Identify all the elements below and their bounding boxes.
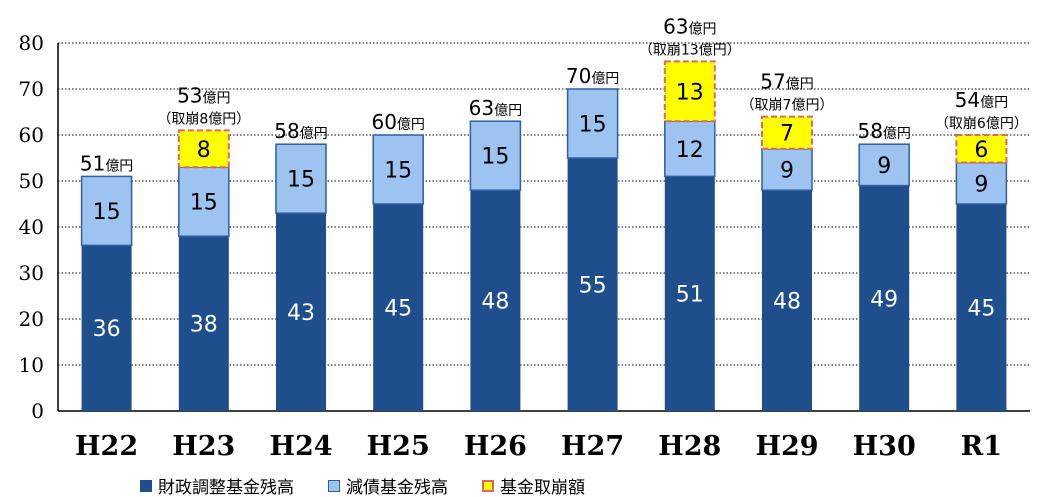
bar-value-label: 45 [967, 297, 995, 322]
bar-total-label: 60億円 [371, 110, 424, 134]
bar-value-label: 48 [773, 290, 801, 315]
bar-value-label: 43 [287, 301, 315, 326]
bar-value-label: 15 [93, 200, 121, 225]
x-category-label: H27 [561, 431, 624, 462]
bar-value-label: 13 [676, 80, 704, 105]
y-tick-label: 0 [31, 399, 44, 423]
bar-segment-withdrawal [761, 115, 813, 150]
bar-segment-fiscal-adjustment [178, 236, 229, 411]
bar-total-label: 53億円 [177, 83, 230, 107]
legend-label: 基金取崩額 [500, 478, 585, 497]
bar-segment-fiscal-adjustment [567, 158, 618, 411]
bar-segment-debt-reduction [178, 166, 230, 237]
legend-item-fiscal-adjustment: 財政調整基金残高 [140, 473, 294, 497]
bar-value-label: 49 [870, 287, 898, 312]
bar-value-label: 6 [974, 138, 988, 163]
bar-total-label: 57億円 [760, 70, 813, 94]
y-tick-label: 70 [19, 77, 44, 101]
x-category-label: H22 [75, 431, 138, 462]
x-category-label: H24 [269, 431, 332, 462]
bar-segment-fiscal-adjustment [373, 204, 424, 411]
bar-value-label: 48 [481, 290, 509, 315]
bar-value-label: 15 [481, 145, 509, 170]
bar-withdrawal-note: （取崩8億円） [157, 111, 250, 127]
bar-segment-fiscal-adjustment [859, 185, 910, 411]
y-tick-label: 30 [19, 261, 44, 285]
bar-segment-debt-reduction [858, 143, 910, 187]
bar-segment-debt-reduction [80, 175, 133, 247]
bar-withdrawal-note: （取崩6億円） [935, 116, 1028, 132]
y-tick-label: 40 [19, 215, 44, 239]
y-tick-label: 20 [19, 307, 44, 331]
bar-value-label: 55 [579, 274, 607, 299]
bar-value-label: 9 [974, 172, 988, 197]
bar-value-label: 7 [780, 122, 794, 147]
bar-segment-debt-reduction [275, 143, 327, 214]
bar-value-label: 9 [877, 154, 891, 179]
bar-value-label: 15 [190, 191, 218, 216]
bar-segment-debt-reduction [664, 120, 716, 178]
bar-total-label: 58億円 [274, 119, 327, 143]
x-category-label: H28 [658, 431, 721, 462]
x-category-label: H29 [755, 431, 818, 462]
bar-segment-debt-reduction [566, 88, 619, 159]
legend-item-debt-reduction: 減債基金残高 [328, 473, 448, 497]
x-category-label: H25 [367, 431, 430, 462]
legend-label: 財政調整基金残高 [158, 478, 294, 497]
legend-swatch-light [328, 479, 340, 492]
bar-segment-fiscal-adjustment [664, 176, 715, 411]
stacked-bar-chart: 0 10 20 30 40 50 60 70 80 36 15 51億円 H22 38 15 8 53億円 （取崩… [19, 14, 1030, 462]
bar-value-label: 51 [676, 283, 704, 308]
bar-segment-withdrawal [663, 60, 716, 123]
bar-value-label: 9 [780, 159, 794, 184]
bar-segment-debt-reduction [372, 134, 424, 205]
y-tick-label: 50 [19, 169, 44, 193]
bar-total-label: 63億円 [663, 14, 716, 38]
bar-segment-fiscal-adjustment [470, 190, 521, 411]
bar-value-label: 15 [384, 159, 412, 184]
x-category-label: H30 [853, 431, 916, 462]
bar-value-label: 36 [93, 317, 121, 342]
bar-value-label: 45 [384, 297, 412, 322]
bar-withdrawal-note: （取崩7億円） [741, 98, 834, 114]
y-tick-label: 10 [19, 353, 44, 377]
bar-segment-debt-reduction [469, 120, 522, 191]
bar-segment-withdrawal [177, 129, 230, 169]
legend-item-withdrawal: 基金取崩額 [482, 473, 585, 497]
x-category-label: H23 [172, 431, 235, 462]
y-tick-label: 60 [19, 123, 44, 147]
bar-total-label: 70億円 [566, 64, 619, 88]
bar-segment-withdrawal [955, 134, 1008, 164]
bar-segment-fiscal-adjustment [276, 213, 326, 411]
bar-segment-fiscal-adjustment [762, 190, 812, 411]
bar-total-label: 51億円 [80, 151, 133, 175]
bar-segment-fiscal-adjustment [81, 245, 132, 411]
bar-value-label: 38 [190, 313, 218, 338]
bar-total-label: 54億円 [955, 88, 1008, 112]
bar-value-label: 15 [287, 168, 315, 193]
chart-legend: 財政調整基金残高 減債基金残高 基金取崩額 [140, 473, 585, 497]
y-tick-label: 80 [19, 31, 44, 55]
x-category-label: H26 [464, 431, 527, 462]
bar-total-label: 58億円 [857, 119, 910, 143]
bar-segment-debt-reduction [955, 161, 1008, 205]
bar-value-label: 12 [676, 138, 704, 163]
bar-value-label: 8 [197, 138, 211, 163]
legend-swatch-dark [140, 479, 152, 492]
x-category-label: R1 [961, 431, 1002, 462]
bar-value-label: 15 [579, 113, 607, 138]
bar-segment-fiscal-adjustment [956, 204, 1007, 411]
bar-withdrawal-note: （取崩13億円） [639, 42, 741, 58]
legend-swatch-yellow [482, 479, 494, 492]
legend-label: 減債基金残高 [346, 478, 448, 497]
bar-total-label: 63億円 [469, 96, 522, 120]
